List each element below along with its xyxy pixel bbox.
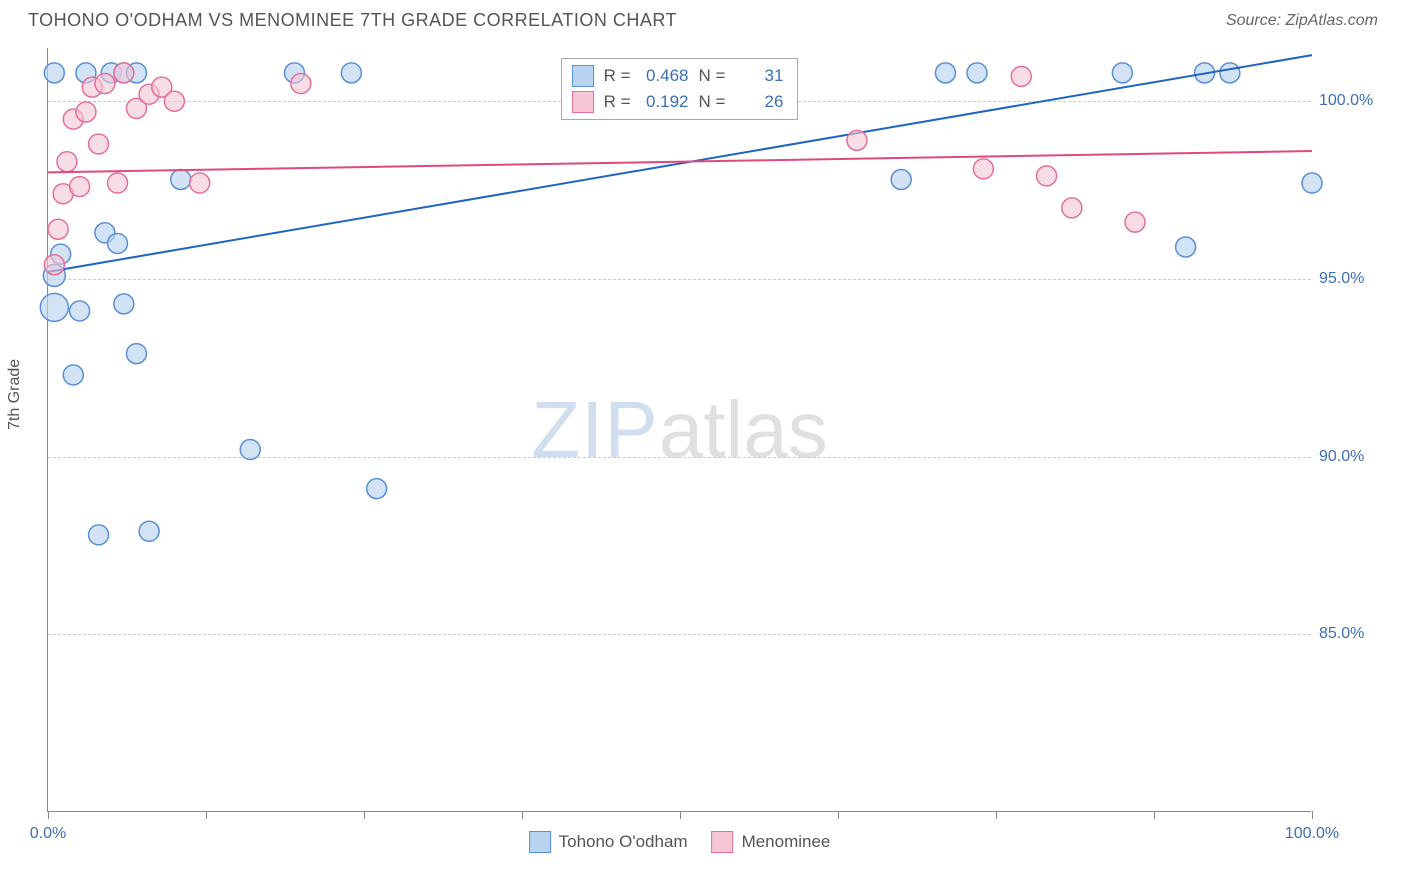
scatter-point bbox=[1011, 66, 1031, 86]
y-axis-label: 7th Grade bbox=[6, 359, 24, 430]
scatter-point bbox=[44, 63, 64, 83]
legend-swatch-1 bbox=[572, 91, 594, 113]
series-swatch-0 bbox=[529, 831, 551, 853]
legend-r-0: R = 0.468 bbox=[604, 63, 689, 89]
scatter-point bbox=[973, 159, 993, 179]
ytick-label: 100.0% bbox=[1319, 92, 1399, 110]
scatter-point bbox=[171, 169, 191, 189]
scatter-point bbox=[291, 74, 311, 94]
scatter-point bbox=[63, 365, 83, 385]
ytick-label: 85.0% bbox=[1319, 625, 1399, 643]
xtick bbox=[206, 811, 207, 819]
legend-n-0: N = 31 bbox=[699, 63, 784, 89]
plot-area: ZIPatlas 85.0%90.0%95.0%100.0% R = 0.468… bbox=[47, 48, 1311, 812]
scatter-point bbox=[1062, 198, 1082, 218]
scatter-point bbox=[1302, 173, 1322, 193]
scatter-point bbox=[40, 293, 68, 321]
scatter-point bbox=[847, 130, 867, 150]
legend-swatch-0 bbox=[572, 65, 594, 87]
series-swatch-1 bbox=[712, 831, 734, 853]
scatter-point bbox=[164, 91, 184, 111]
scatter-point bbox=[108, 173, 128, 193]
correlation-legend: R = 0.468 N = 31 R = 0.192 N = 26 bbox=[561, 58, 799, 120]
scatter-point bbox=[76, 102, 96, 122]
scatter-point bbox=[139, 521, 159, 541]
xtick bbox=[522, 811, 523, 819]
ytick-label: 90.0% bbox=[1319, 448, 1399, 466]
chart-title: TOHONO O'ODHAM VS MENOMINEE 7TH GRADE CO… bbox=[28, 10, 677, 31]
xtick-label: 0.0% bbox=[30, 825, 66, 843]
xtick bbox=[364, 811, 365, 819]
scatter-point bbox=[57, 152, 77, 172]
xtick bbox=[1154, 811, 1155, 819]
scatter-point bbox=[1220, 63, 1240, 83]
scatter-point bbox=[70, 177, 90, 197]
xtick bbox=[1312, 811, 1313, 819]
scatter-point bbox=[367, 479, 387, 499]
scatter-point bbox=[1125, 212, 1145, 232]
xtick bbox=[680, 811, 681, 819]
scatter-point bbox=[126, 344, 146, 364]
scatter-point bbox=[240, 440, 260, 460]
scatter-point bbox=[967, 63, 987, 83]
series-name-0: Tohono O'odham bbox=[559, 832, 688, 852]
scatter-point bbox=[114, 63, 134, 83]
scatter-svg bbox=[48, 48, 1311, 811]
scatter-point bbox=[935, 63, 955, 83]
series-legend-item-1: Menominee bbox=[712, 831, 831, 853]
series-legend: Tohono O'odham Menominee bbox=[529, 831, 831, 853]
chart-source: Source: ZipAtlas.com bbox=[1226, 12, 1378, 30]
scatter-point bbox=[70, 301, 90, 321]
legend-r-1: R = 0.192 bbox=[604, 89, 689, 115]
series-name-1: Menominee bbox=[742, 832, 831, 852]
scatter-point bbox=[44, 255, 64, 275]
chart-header: TOHONO O'ODHAM VS MENOMINEE 7TH GRADE CO… bbox=[0, 0, 1406, 37]
xtick bbox=[996, 811, 997, 819]
scatter-point bbox=[891, 169, 911, 189]
scatter-point bbox=[114, 294, 134, 314]
series-legend-item-0: Tohono O'odham bbox=[529, 831, 688, 853]
xtick bbox=[838, 811, 839, 819]
scatter-point bbox=[89, 525, 109, 545]
legend-row-1: R = 0.192 N = 26 bbox=[572, 89, 784, 115]
ytick-label: 95.0% bbox=[1319, 270, 1399, 288]
scatter-point bbox=[108, 233, 128, 253]
scatter-point bbox=[1112, 63, 1132, 83]
scatter-point bbox=[95, 74, 115, 94]
xtick-label: 100.0% bbox=[1285, 825, 1339, 843]
xtick bbox=[48, 811, 49, 819]
scatter-point bbox=[48, 219, 68, 239]
scatter-point bbox=[190, 173, 210, 193]
legend-n-1: N = 26 bbox=[699, 89, 784, 115]
trend-line bbox=[48, 151, 1312, 172]
scatter-point bbox=[1176, 237, 1196, 257]
scatter-point bbox=[341, 63, 361, 83]
scatter-point bbox=[89, 134, 109, 154]
legend-row-0: R = 0.468 N = 31 bbox=[572, 63, 784, 89]
scatter-point bbox=[1037, 166, 1057, 186]
